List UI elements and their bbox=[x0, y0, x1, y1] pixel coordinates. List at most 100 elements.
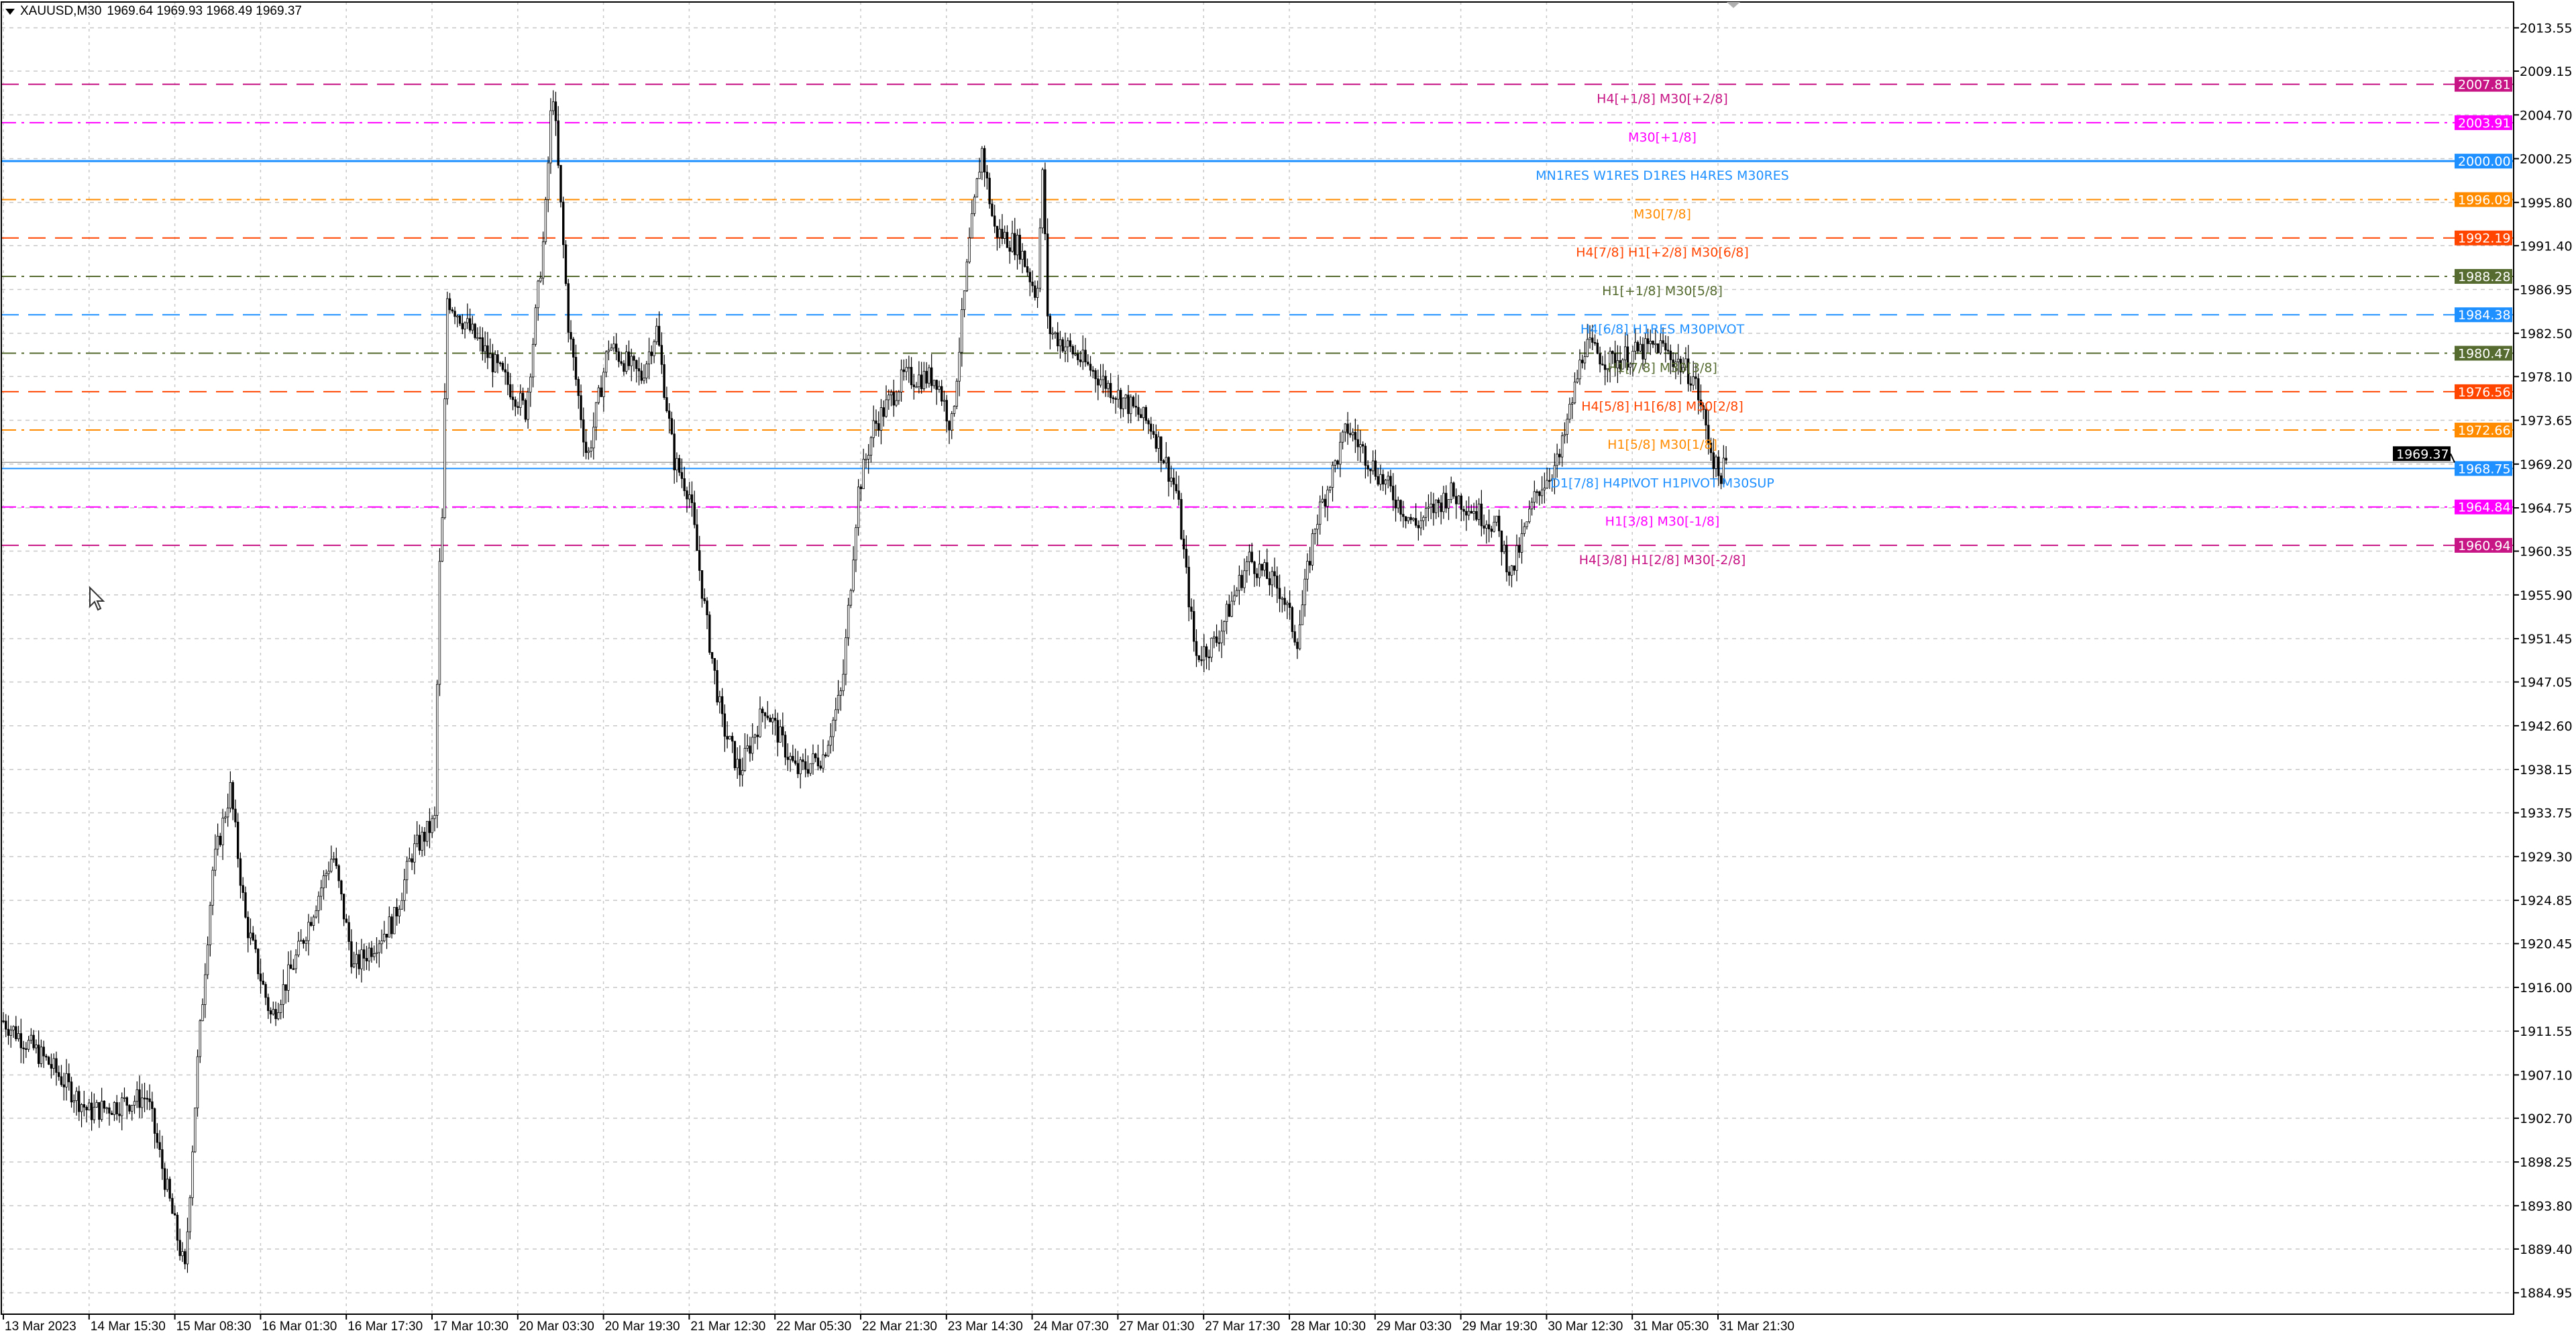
candle-bear bbox=[370, 947, 373, 957]
candle-bear bbox=[1369, 468, 1372, 472]
candle-bull bbox=[809, 763, 812, 774]
candle-bear bbox=[1260, 564, 1263, 571]
candle-bull bbox=[645, 364, 648, 379]
candle-bull bbox=[743, 748, 747, 771]
candle-bear bbox=[47, 1057, 50, 1065]
current-price-connector bbox=[2450, 453, 2455, 463]
candle-bull bbox=[1634, 341, 1637, 352]
candle-bull bbox=[1510, 565, 1513, 576]
candle-bear bbox=[1144, 407, 1147, 421]
candle-bear bbox=[1707, 425, 1710, 443]
candle-bull bbox=[209, 905, 212, 945]
candle-bull bbox=[1319, 501, 1322, 525]
candle-bull bbox=[305, 940, 307, 944]
candle-bull bbox=[1011, 233, 1014, 252]
candle-bear bbox=[1175, 484, 1178, 492]
candle-bull bbox=[759, 708, 761, 737]
y-tick-label: 1929.30 bbox=[2520, 850, 2573, 865]
candle-bear bbox=[1414, 518, 1417, 526]
candle-bull bbox=[549, 110, 552, 164]
candle-bear bbox=[418, 835, 421, 851]
candle-bear bbox=[882, 407, 885, 417]
candle-bull bbox=[1351, 431, 1354, 435]
candle-bear bbox=[1044, 169, 1046, 235]
candle-bull bbox=[332, 858, 335, 860]
candle-bull bbox=[1422, 517, 1425, 521]
price-axis[interactable]: 2013.55 2009.15 2004.70 2000.25 1995.80 1991.… bbox=[2514, 21, 2573, 1301]
candle-bear bbox=[993, 215, 996, 227]
candle-bull bbox=[484, 345, 486, 352]
candle-bear bbox=[1104, 376, 1107, 389]
candle-bull bbox=[35, 1045, 38, 1049]
candle-bear bbox=[776, 720, 780, 743]
time-axis[interactable]: 13 Mar 2023 14 Mar 15:30 15 Mar 08:30 16 Ma… bbox=[3, 1314, 1794, 1334]
chart-header: XAUUSD,M30 1969.64 1969.93 1968.49 1969.… bbox=[5, 4, 302, 19]
candle-bull bbox=[352, 963, 356, 967]
candle-bear bbox=[461, 323, 464, 329]
candle-bear bbox=[562, 201, 565, 246]
candle-bear bbox=[506, 372, 509, 385]
candle-bear bbox=[991, 203, 994, 217]
candle-bull bbox=[1495, 515, 1498, 523]
candle-bear bbox=[945, 400, 948, 422]
candle-bear bbox=[1147, 420, 1150, 425]
candle-bear bbox=[1291, 607, 1294, 633]
dropdown-triangle-icon[interactable] bbox=[5, 8, 15, 15]
candle-bull bbox=[1230, 600, 1233, 617]
candle-bull bbox=[630, 356, 633, 366]
y-tick-label: 1960.35 bbox=[2520, 545, 2573, 559]
candle-bull bbox=[822, 754, 824, 769]
candle-bear bbox=[1672, 359, 1674, 368]
x-tick-label: 13 Mar 2023 bbox=[5, 1320, 76, 1334]
candle-bear bbox=[60, 1076, 63, 1085]
candle-bear bbox=[1056, 332, 1059, 347]
candle-bull bbox=[1157, 436, 1160, 449]
candle-bull bbox=[249, 932, 252, 939]
level-price-label: 2003.91 bbox=[2458, 116, 2511, 131]
candle-bear bbox=[1268, 578, 1271, 586]
candle-bull bbox=[1339, 441, 1342, 465]
candle-bull bbox=[918, 374, 920, 387]
candle-bear bbox=[350, 941, 353, 967]
candle-bear bbox=[1497, 515, 1501, 531]
candle-bear bbox=[1581, 360, 1584, 364]
candle-bear bbox=[580, 395, 582, 421]
candle-bear bbox=[635, 360, 638, 369]
chart-shift-marker[interactable] bbox=[1727, 2, 1740, 8]
candle-bear bbox=[1480, 503, 1483, 527]
candle-bull bbox=[216, 836, 219, 850]
candle-bull bbox=[294, 955, 297, 969]
candle-bull bbox=[965, 262, 969, 291]
candle-bull bbox=[1263, 562, 1266, 571]
candle-bear bbox=[1437, 499, 1440, 503]
candle-bull bbox=[736, 759, 739, 769]
x-tick-label: 15 Mar 08:30 bbox=[176, 1320, 252, 1334]
candle-bull bbox=[433, 815, 436, 819]
candle-bear bbox=[22, 1047, 25, 1049]
candle-bear bbox=[996, 225, 999, 238]
candle-bear bbox=[1195, 641, 1198, 656]
candle-bull bbox=[1609, 351, 1611, 369]
candle-bull bbox=[849, 590, 853, 606]
candle-bear bbox=[663, 364, 665, 398]
candle-bull bbox=[1556, 453, 1558, 466]
candle-bear bbox=[1596, 342, 1599, 354]
level-label: H1[7/8] M30[3/8] bbox=[1607, 361, 1717, 376]
candle-bear bbox=[5, 1020, 7, 1030]
candle-bear bbox=[496, 354, 499, 364]
candle-bear bbox=[713, 658, 716, 671]
candle-bear bbox=[686, 490, 688, 500]
candle-bear bbox=[554, 101, 557, 121]
candle-bull bbox=[327, 871, 330, 874]
candle-bear bbox=[670, 418, 674, 435]
candle-bear bbox=[892, 392, 895, 406]
y-tick-label: 2013.55 bbox=[2520, 21, 2573, 36]
level-label: M30[+1/8] bbox=[1628, 130, 1697, 145]
candle-bear bbox=[1077, 354, 1079, 360]
candle-bull bbox=[1384, 480, 1387, 485]
candle-bull bbox=[282, 984, 285, 1005]
candle-bull bbox=[1692, 376, 1695, 386]
candle-bear bbox=[1109, 382, 1112, 398]
candle-bear bbox=[1470, 511, 1473, 514]
